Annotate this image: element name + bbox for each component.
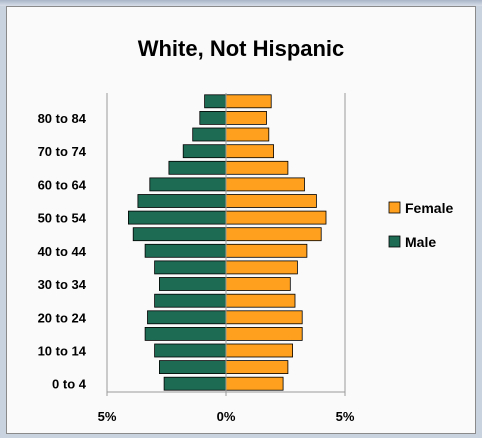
legend-swatch-male	[388, 235, 401, 248]
x-tick-label: 5%	[98, 409, 117, 424]
male-bar-12	[149, 177, 227, 192]
male-bar-6	[158, 277, 227, 291]
female-bar-4	[225, 310, 303, 325]
window-frame	[0, 0, 482, 6]
male-bar-13	[168, 160, 227, 175]
y-tick-label: 0 to 4	[52, 377, 87, 392]
legend-label-male: Male	[405, 234, 436, 250]
female-bar-16	[225, 111, 267, 125]
y-axis-labels: 0 to 4 10 to 14 20 to 24 30 to 34 40 to 44 50…	[38, 111, 87, 392]
axes-group	[106, 93, 346, 396]
female-bar-12	[225, 177, 305, 192]
male-bar-9	[132, 227, 227, 242]
bars-group	[127, 94, 327, 391]
legend-swatch-female	[388, 201, 401, 214]
male-bar-3	[144, 326, 227, 341]
female-bar-1	[225, 360, 289, 375]
male-bar-4	[147, 310, 227, 325]
female-bar-2	[225, 343, 293, 358]
female-bar-13	[225, 160, 289, 175]
female-bar-3	[225, 326, 303, 341]
y-tick-label: 10 to 14	[38, 344, 87, 359]
male-bar-16	[199, 111, 227, 125]
female-bar-0	[225, 376, 284, 391]
female-bar-9	[225, 227, 322, 242]
legend-label-female: Female	[405, 200, 453, 216]
female-bar-11	[225, 194, 317, 208]
female-bar-10	[225, 210, 327, 225]
chart-title: White, Not Hispanic	[138, 36, 345, 61]
male-bar-8	[144, 243, 227, 258]
male-bar-5	[154, 293, 227, 308]
male-bar-7	[154, 260, 227, 275]
y-tick-label: 70 to 74	[38, 144, 87, 159]
male-bar-2	[154, 343, 227, 358]
x-axis-labels: 5% 0% 5%	[98, 409, 355, 424]
female-bar-8	[225, 243, 308, 258]
male-bar-0	[163, 376, 227, 391]
y-tick-label: 30 to 34	[38, 277, 87, 292]
male-bar-11	[137, 194, 227, 208]
female-bar-17	[225, 94, 272, 109]
female-bar-5	[225, 293, 296, 308]
x-tick-label: 0%	[217, 409, 236, 424]
y-tick-label: 60 to 64	[38, 177, 87, 192]
female-bar-14	[225, 144, 274, 159]
male-bar-1	[158, 360, 227, 375]
y-tick-label: 40 to 44	[38, 244, 87, 259]
male-bar-14	[182, 144, 227, 159]
legend: Female Male	[388, 200, 453, 250]
y-tick-label: 50 to 54	[38, 211, 87, 226]
y-tick-label: 20 to 24	[38, 310, 87, 325]
female-bar-6	[225, 277, 291, 291]
male-bar-15	[192, 127, 227, 142]
male-bar-10	[127, 210, 227, 225]
y-tick-label: 80 to 84	[38, 111, 87, 126]
female-bar-15	[225, 127, 270, 142]
female-bar-7	[225, 260, 298, 275]
male-bar-17	[204, 94, 227, 109]
x-tick-label: 5%	[336, 409, 355, 424]
